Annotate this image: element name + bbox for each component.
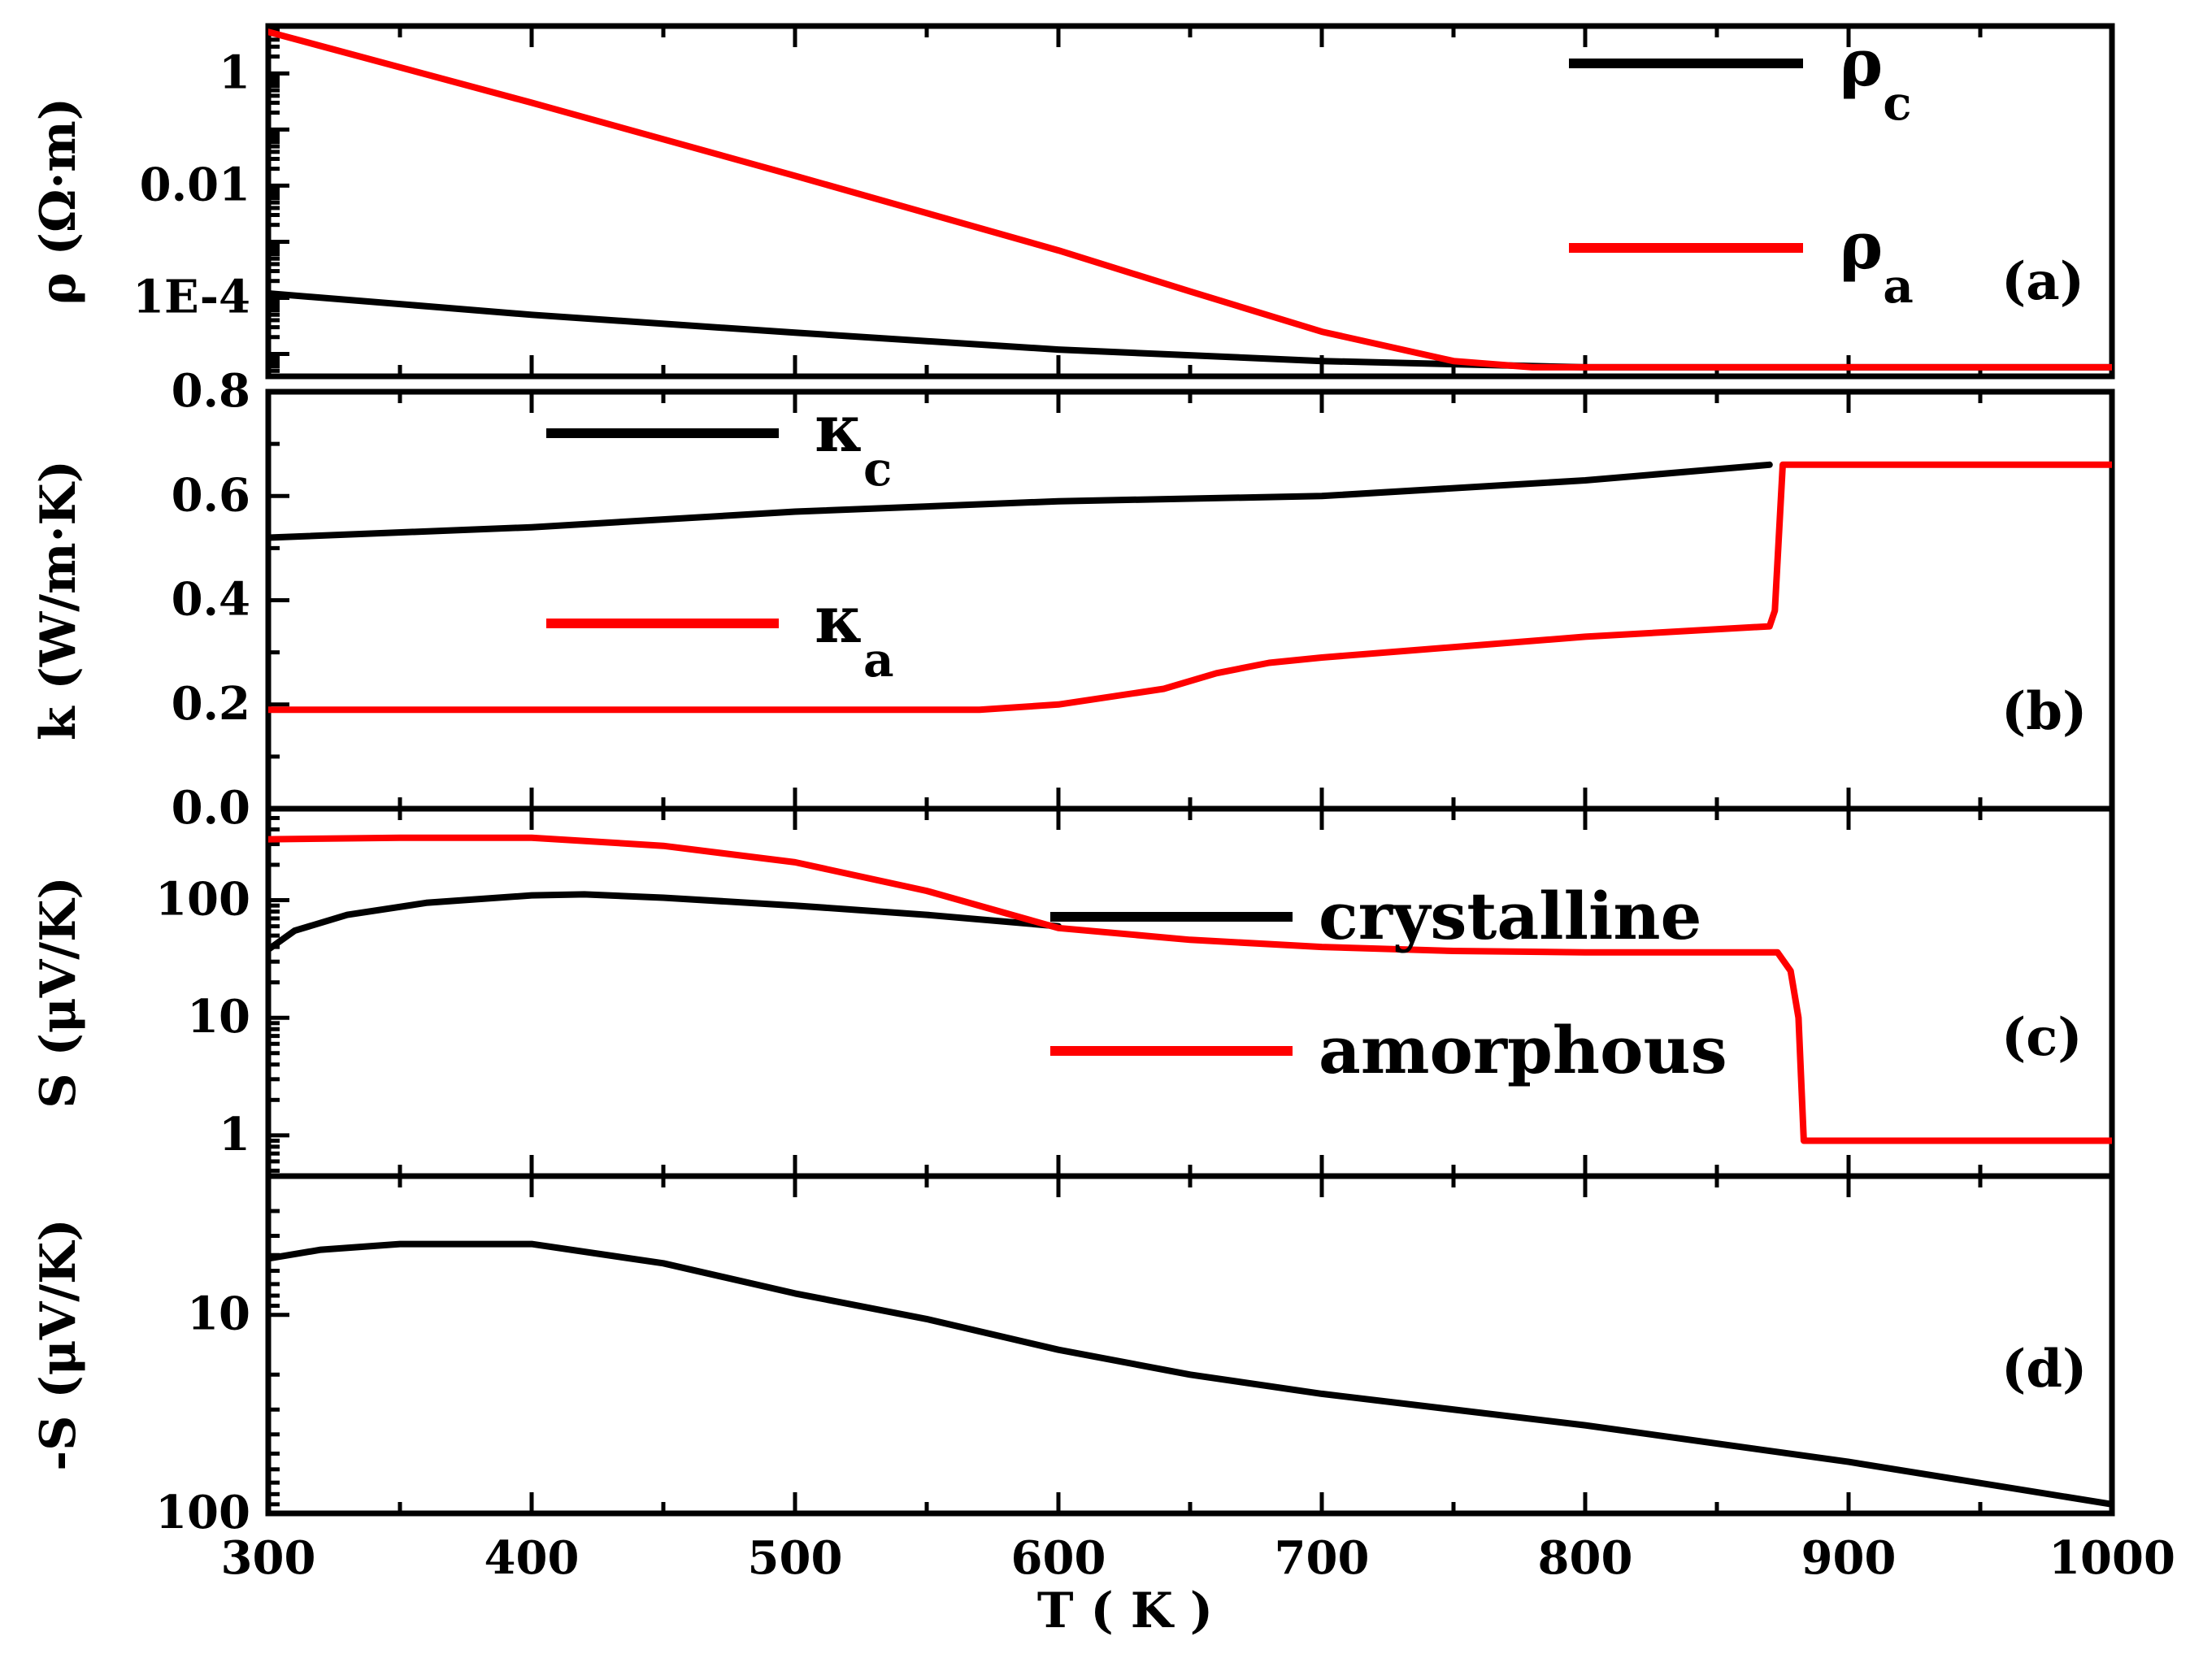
- legend-subscript: c: [863, 441, 892, 497]
- legend-item-0: κc: [546, 390, 892, 497]
- legend-subscript: a: [863, 632, 894, 688]
- x-tick-label: 800: [1538, 1531, 1633, 1585]
- legend-subscript: c: [1883, 76, 1911, 131]
- panel-c: 1 10 100 S (μV/K) crystalline amorphous (c): [30, 805, 2115, 1179]
- panel-tag-d: (d): [2001, 1339, 2087, 1400]
- x-tick-label: 500: [748, 1531, 843, 1585]
- legend-label: crystalline: [1319, 878, 1701, 954]
- panel-a-frame: [265, 23, 2115, 380]
- y-tick-label: 0.8: [172, 364, 250, 418]
- legend-label: amorphous: [1319, 1012, 1727, 1088]
- x-tick-label: 600: [1011, 1531, 1106, 1585]
- legend-item-0: crystalline: [1050, 878, 1701, 954]
- series-κc: [268, 461, 1773, 541]
- series-ρc: [268, 290, 2112, 371]
- series-ρa: [268, 28, 2112, 371]
- x-axis-title: T ( K ): [1037, 1582, 1213, 1639]
- y-tick-label: 0.2: [172, 677, 250, 731]
- legend-label: κa: [815, 581, 894, 688]
- panel-c-frame: [265, 805, 2115, 1179]
- series-crystalline: [268, 891, 1062, 953]
- legend-item-1: ρa: [1569, 207, 1914, 314]
- panel-a: 1 0.01 1E-4 ρ (Ω·m) ρc ρa (a): [30, 23, 2115, 380]
- panel-tag-a: (a): [2001, 251, 2084, 312]
- panel-tag-b: (b): [2001, 681, 2087, 742]
- y-tick-label: 100: [155, 1486, 250, 1539]
- x-tick-label: 300: [221, 1531, 316, 1585]
- y-axis-title: ρ (Ω·m): [30, 98, 87, 305]
- x-tick-label: 900: [1801, 1531, 1897, 1585]
- legend-label: ρc: [1840, 24, 1912, 131]
- y-tick-label: 1E-4: [133, 270, 250, 323]
- series-κa: [268, 461, 2112, 714]
- legend-label: ρa: [1840, 207, 1914, 314]
- legend-subscript: a: [1883, 258, 1914, 314]
- series--S: [268, 1240, 2112, 1508]
- panel-d: 10 100 -S (μV/K) (d) 300 400 500 600 700 800 900 10…: [30, 1173, 2175, 1639]
- x-tick-label: 700: [1275, 1531, 1370, 1585]
- y-tick-label: 0.0: [172, 781, 250, 835]
- legend-label: κc: [815, 390, 892, 497]
- y-axis-title: S (μV/K): [30, 876, 87, 1109]
- legend-item-0: ρc: [1569, 24, 1912, 131]
- y-tick-label: 1: [219, 46, 250, 99]
- y-tick-label: 1: [219, 1108, 250, 1161]
- legend-item-1: amorphous: [1050, 1012, 1727, 1088]
- panel-b-frame: [265, 389, 2115, 812]
- y-tick-label: 10: [187, 990, 250, 1044]
- y-axis-title: k (W/m·K): [30, 460, 87, 740]
- panel-b: 0.0 0.2 0.4 0.6 0.8 k (W/m·K) κc κa (b): [30, 364, 2115, 835]
- y-tick-label: 10: [187, 1287, 250, 1341]
- y-tick-label: 100: [155, 873, 250, 927]
- y-tick-label: 0.4: [172, 573, 250, 627]
- legend-item-1: κa: [546, 581, 894, 688]
- panel-tag-c: (c): [2001, 1007, 2083, 1068]
- x-tick-label: 400: [484, 1531, 580, 1585]
- y-axis-title: -S (μV/K): [30, 1218, 87, 1470]
- x-tick-label: 1000: [2049, 1531, 2175, 1585]
- y-tick-label: 0.01: [140, 158, 250, 211]
- y-tick-label: 0.6: [172, 468, 250, 522]
- series-amorphous: [268, 834, 2112, 1144]
